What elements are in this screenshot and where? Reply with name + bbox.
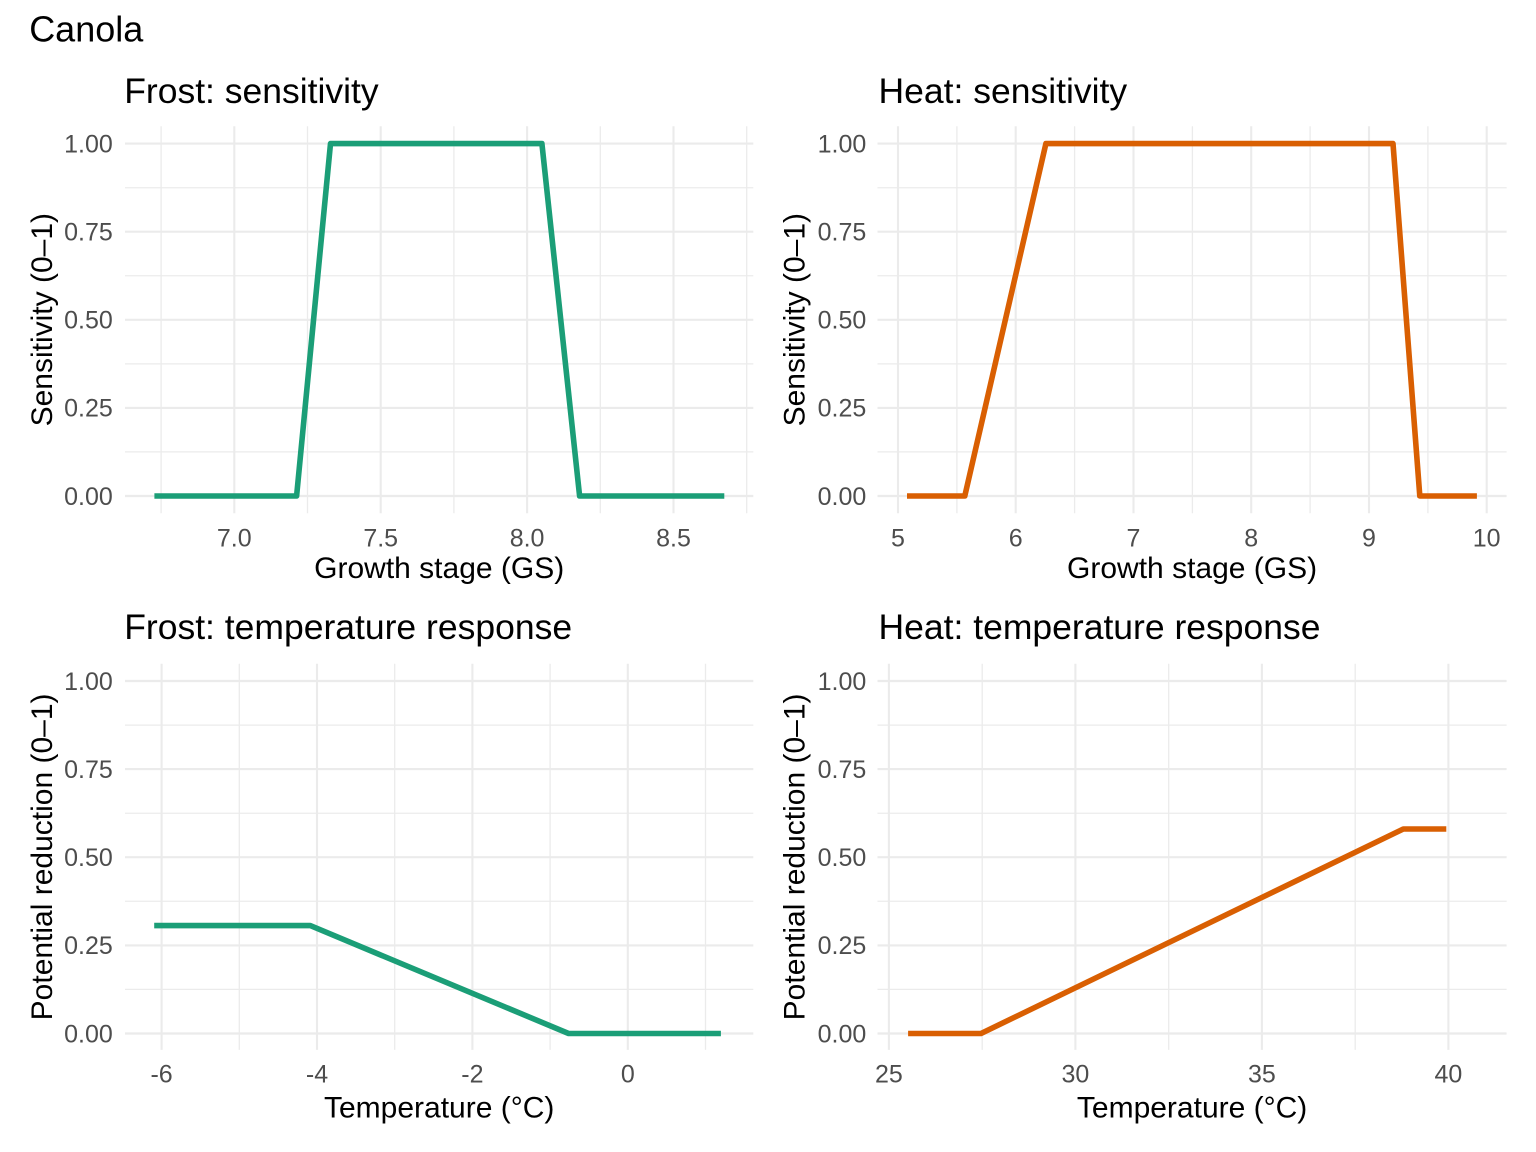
svg-text:6: 6 <box>1009 525 1023 553</box>
svg-text:Sensitivity (0–1): Sensitivity (0–1) <box>779 213 812 426</box>
svg-text:0.25: 0.25 <box>64 395 113 423</box>
svg-text:Temperature (°C): Temperature (°C) <box>1077 1091 1307 1124</box>
svg-text:8.0: 8.0 <box>510 525 545 553</box>
svg-text:0.25: 0.25 <box>818 395 867 423</box>
svg-text:Potential reduction (0–1): Potential reduction (0–1) <box>779 693 812 1020</box>
svg-text:0.75: 0.75 <box>64 219 113 247</box>
svg-text:Heat: temperature response: Heat: temperature response <box>879 607 1321 647</box>
svg-text:-6: -6 <box>150 1061 172 1089</box>
svg-text:1.00: 1.00 <box>64 130 113 158</box>
svg-text:1.00: 1.00 <box>64 668 113 696</box>
svg-text:35: 35 <box>1248 1061 1276 1089</box>
svg-text:0.75: 0.75 <box>64 756 113 784</box>
svg-text:7.5: 7.5 <box>363 525 398 553</box>
svg-text:Frost: sensitivity: Frost: sensitivity <box>124 71 379 111</box>
svg-text:Growth stage (GS): Growth stage (GS) <box>1067 552 1317 585</box>
svg-text:5: 5 <box>891 525 905 553</box>
svg-text:0.25: 0.25 <box>818 932 867 960</box>
svg-text:9: 9 <box>1362 525 1376 553</box>
svg-text:1.00: 1.00 <box>818 668 867 696</box>
svg-text:Heat: sensitivity: Heat: sensitivity <box>879 71 1128 111</box>
svg-text:Canola: Canola <box>29 9 144 50</box>
svg-text:10: 10 <box>1473 525 1501 553</box>
svg-text:0.75: 0.75 <box>818 756 867 784</box>
svg-text:30: 30 <box>1061 1061 1089 1089</box>
svg-text:Growth stage (GS): Growth stage (GS) <box>314 552 564 585</box>
svg-text:0: 0 <box>621 1061 635 1089</box>
svg-text:25: 25 <box>875 1061 903 1089</box>
svg-text:0.75: 0.75 <box>818 219 867 247</box>
svg-text:-4: -4 <box>306 1061 328 1089</box>
svg-text:0.25: 0.25 <box>64 932 113 960</box>
svg-text:8: 8 <box>1244 525 1258 553</box>
svg-text:8.5: 8.5 <box>656 525 691 553</box>
svg-text:0.50: 0.50 <box>64 844 113 872</box>
svg-text:0.50: 0.50 <box>64 307 113 335</box>
svg-text:-2: -2 <box>461 1061 483 1089</box>
svg-text:7: 7 <box>1127 525 1141 553</box>
svg-text:Temperature (°C): Temperature (°C) <box>324 1091 554 1124</box>
svg-text:0.00: 0.00 <box>64 1020 113 1048</box>
svg-text:0.50: 0.50 <box>818 307 867 335</box>
svg-text:40: 40 <box>1434 1061 1462 1089</box>
svg-text:0.00: 0.00 <box>64 483 113 511</box>
svg-text:Sensitivity (0–1): Sensitivity (0–1) <box>26 213 59 426</box>
svg-text:0.00: 0.00 <box>818 483 867 511</box>
svg-text:Potential reduction (0–1): Potential reduction (0–1) <box>26 693 59 1020</box>
svg-text:0.50: 0.50 <box>818 844 867 872</box>
svg-text:1.00: 1.00 <box>818 130 867 158</box>
svg-text:0.00: 0.00 <box>818 1020 867 1048</box>
svg-text:Frost: temperature response: Frost: temperature response <box>124 607 572 647</box>
svg-text:7.0: 7.0 <box>217 525 252 553</box>
